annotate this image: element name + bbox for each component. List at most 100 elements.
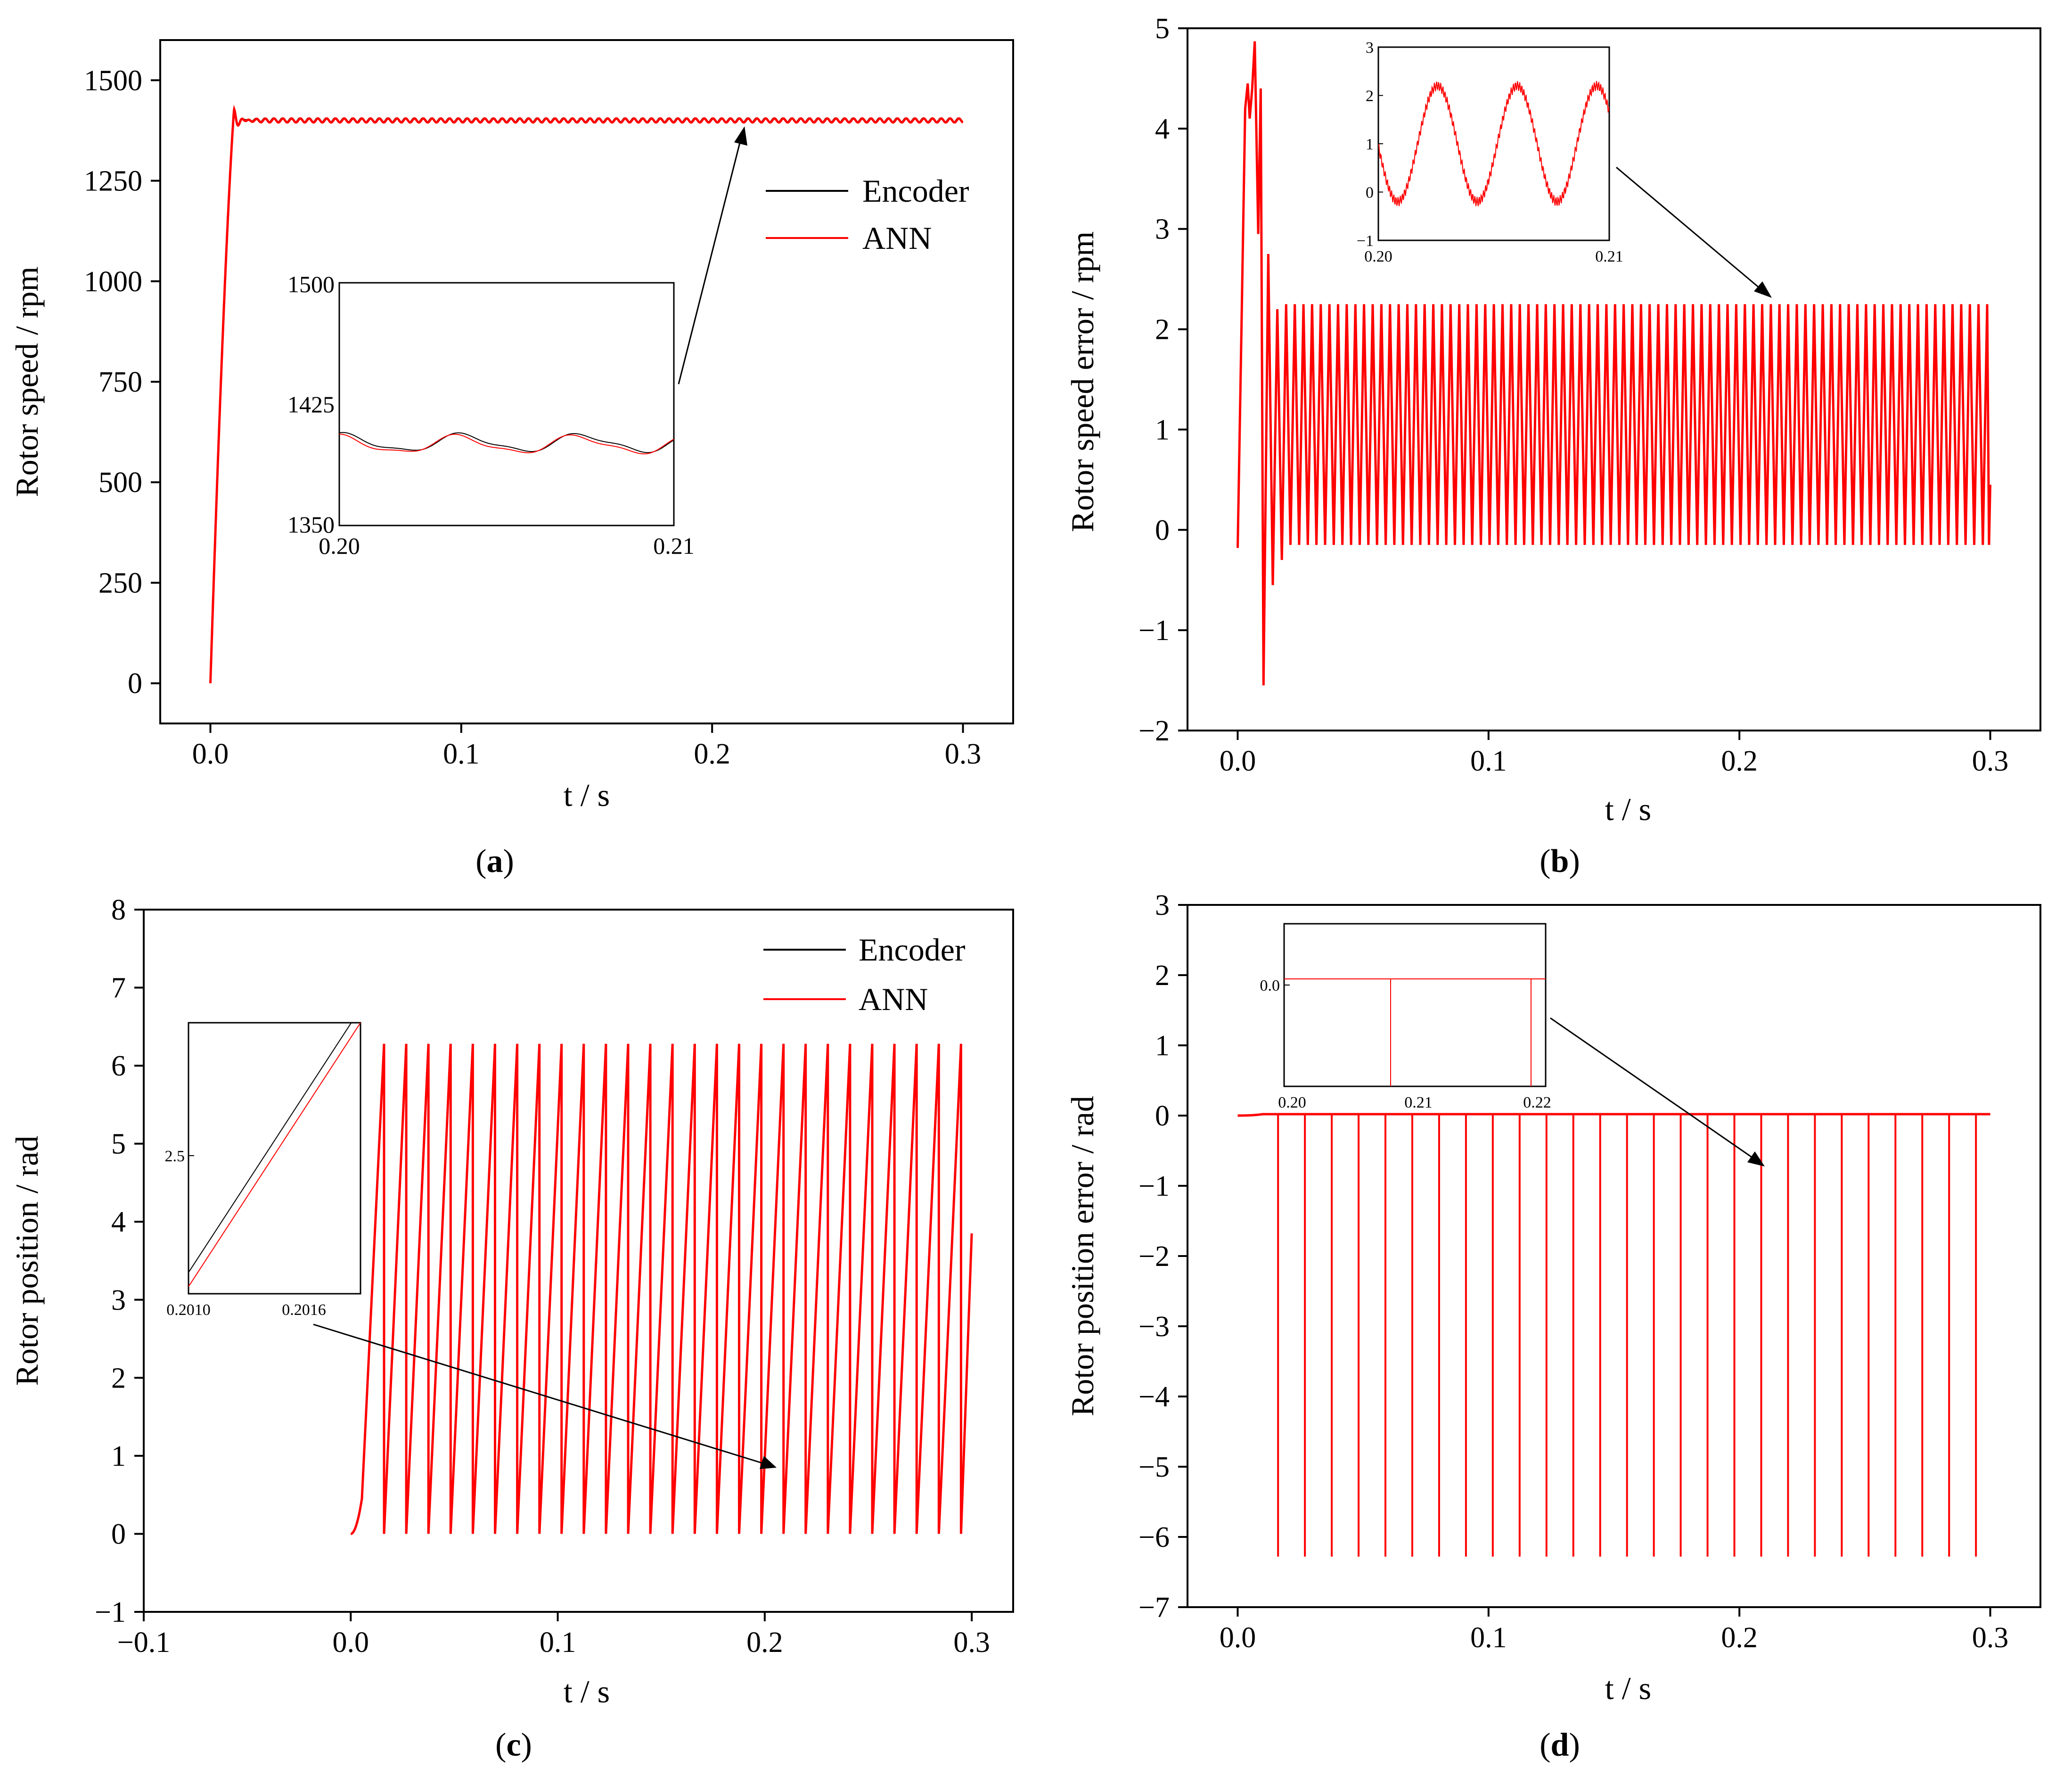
panel-b-caption: (b) — [1540, 843, 1580, 879]
position-error-lines — [1237, 1113, 1990, 1557]
panel-c: −0.1 0.0 0.1 0.2 0.3 −1 0 1 2 3 4 5 6 7 8 t / s Rotor … — [9, 894, 1014, 1763]
panel-c-legend: Encoder ANN — [763, 932, 966, 1017]
panel-c-xlabel: t / s — [564, 1674, 610, 1709]
ytick-label: 500 — [98, 467, 142, 499]
ytick-label: 8 — [111, 894, 126, 926]
ytick-label: 3 — [1155, 889, 1170, 921]
panel-a-ticks: 0.0 0.1 0.2 0.3 0 250 500 750 1000 1250 1500 — [84, 65, 981, 770]
inset-speed-error-line — [1378, 81, 1609, 206]
panel-d-ylabel: Rotor position error / rad — [1065, 1096, 1100, 1416]
inset-xtick-0.21: 0.21 — [1404, 1094, 1433, 1111]
inset-xtick-0.20: 0.20 — [319, 533, 360, 559]
legend-ann-label: ANN — [859, 981, 928, 1017]
xtick-label: 0.2 — [746, 1626, 783, 1659]
panel-a-legend: Encoder ANN — [766, 173, 969, 256]
inset-xtick-label: 0.20 — [1364, 248, 1392, 265]
inset-encoder-line — [188, 1023, 352, 1273]
xtick-label: 0.1 — [1470, 1622, 1507, 1654]
inset-xtick-0.2016: 0.2016 — [282, 1301, 326, 1319]
panel-d-caption: (d) — [1540, 1727, 1580, 1763]
ytick-label: 1 — [1155, 1030, 1170, 1062]
ytick-label: 1 — [1155, 414, 1170, 446]
panel-b-ylabel: Rotor speed error / rpm — [1065, 231, 1100, 532]
ytick-label: −4 — [1138, 1381, 1170, 1413]
legend-encoder-label: Encoder — [859, 932, 966, 968]
xtick-label: 0.1 — [1470, 745, 1507, 777]
panel-d-zoom-arrow — [1550, 1017, 1765, 1166]
panel-d-xlabel: t / s — [1605, 1670, 1651, 1706]
xtick-label: 0.3 — [1972, 1622, 2009, 1654]
panel-d: 0.0 0.1 0.2 0.3 −7 −6 −5 −4 −3 −2 −1 0 1 2 3 t / s Rot… — [1065, 889, 2041, 1763]
inset-ann-line — [188, 1023, 360, 1287]
ytick-label: −1 — [95, 1596, 126, 1628]
caption-letter: d — [1551, 1727, 1569, 1763]
ytick-label: −5 — [1138, 1451, 1170, 1483]
inset-ytick-1350: 1350 — [287, 511, 335, 538]
inset-encoder-line — [339, 432, 674, 453]
inset-xtick-label: 0.21 — [1595, 248, 1623, 265]
panel-c-ticks: −0.1 0.0 0.1 0.2 0.3 −1 0 1 2 3 4 5 6 7 8 — [95, 894, 990, 1659]
ytick-label: 3 — [1155, 214, 1170, 246]
inset-ticks: −1 0 1 2 3 0.20 0.21 — [1357, 39, 1623, 265]
caption-letter: b — [1551, 843, 1569, 879]
inset-xtick-0.21: 0.21 — [653, 533, 695, 559]
panel-c-zoom-arrow — [313, 1323, 777, 1469]
inset-ytick-label: 2 — [1366, 88, 1374, 105]
ytick-label: 3 — [111, 1284, 126, 1316]
panel-b-ticks: 0.0 0.1 0.2 0.3 −2 −1 0 1 2 3 4 5 — [1138, 13, 2008, 777]
speed-error-line — [1237, 41, 1991, 686]
xtick-label: 0.0 — [333, 1626, 369, 1659]
ytick-label: 5 — [1155, 13, 1170, 45]
inset-ytick-label: −1 — [1357, 232, 1374, 250]
ytick-label: 250 — [98, 567, 142, 599]
panel-a-zoom-arrow — [678, 126, 747, 385]
ytick-label: 2 — [1155, 960, 1170, 992]
error-baseline — [1237, 1113, 1990, 1117]
xtick-label: −0.1 — [117, 1626, 170, 1659]
inset-xtick-0.22: 0.22 — [1523, 1094, 1551, 1111]
panel-a-ylabel: Rotor speed / rpm — [9, 266, 45, 497]
ytick-label: 1250 — [84, 165, 142, 197]
legend-ann-label: ANN — [862, 220, 932, 256]
xtick-label: 0.0 — [1220, 1622, 1256, 1654]
panel-b-zoom-arrow — [1616, 166, 1772, 298]
ytick-label: 5 — [111, 1128, 126, 1160]
xtick-label: 0.1 — [540, 1626, 576, 1659]
ytick-label: 0 — [1155, 514, 1170, 546]
panel-a-caption: (a) — [475, 843, 514, 879]
xtick-label: 0.3 — [1972, 745, 2009, 777]
inset-frame — [338, 282, 675, 526]
ytick-label: 2 — [111, 1362, 126, 1394]
ann-position-line — [351, 1043, 973, 1535]
inset-frame — [1377, 46, 1610, 241]
caption-letter: c — [506, 1727, 521, 1763]
inset-ytick-label: 1 — [1366, 136, 1374, 153]
panel-b-frame — [1187, 27, 2041, 731]
inset-ytick-0.0: 0.0 — [1260, 977, 1280, 994]
inset-ytick-1425: 1425 — [287, 391, 335, 418]
inset-ann-line — [339, 434, 674, 454]
panel-d-ticks: 0.0 0.1 0.2 0.3 −7 −6 −5 −4 −3 −2 −1 0 1 2 3 — [1138, 889, 2008, 1654]
ytick-label: 6 — [111, 1050, 126, 1082]
panel-c-inset: 2.5 0.2010 0.2016 — [165, 1022, 361, 1319]
ytick-label: 1500 — [84, 65, 142, 97]
panel-b-inset: −1 0 1 2 3 0.20 0.21 — [1357, 39, 1623, 265]
panel-a-xlabel: t / s — [564, 777, 610, 813]
ytick-label: 2 — [1155, 314, 1170, 346]
ytick-label: 750 — [98, 366, 142, 398]
ytick-label: 0 — [1155, 1100, 1170, 1132]
inset-xtick-0.2010: 0.2010 — [166, 1301, 211, 1319]
ytick-label: −1 — [1138, 1170, 1170, 1202]
panel-c-ylabel: Rotor position / rad — [9, 1136, 45, 1386]
xtick-label: 0.0 — [1220, 745, 1256, 777]
xtick-label: 0.1 — [443, 738, 480, 770]
inset-frame — [188, 1022, 361, 1295]
panel-c-caption: (c) — [495, 1727, 532, 1763]
ytick-label: −3 — [1138, 1311, 1170, 1343]
ann-speed-line — [209, 105, 964, 683]
ytick-label: −6 — [1138, 1521, 1170, 1553]
inset-ytick-1500: 1500 — [287, 271, 335, 297]
ytick-label: 1 — [111, 1440, 126, 1472]
xtick-label: 0.2 — [1721, 1622, 1758, 1654]
